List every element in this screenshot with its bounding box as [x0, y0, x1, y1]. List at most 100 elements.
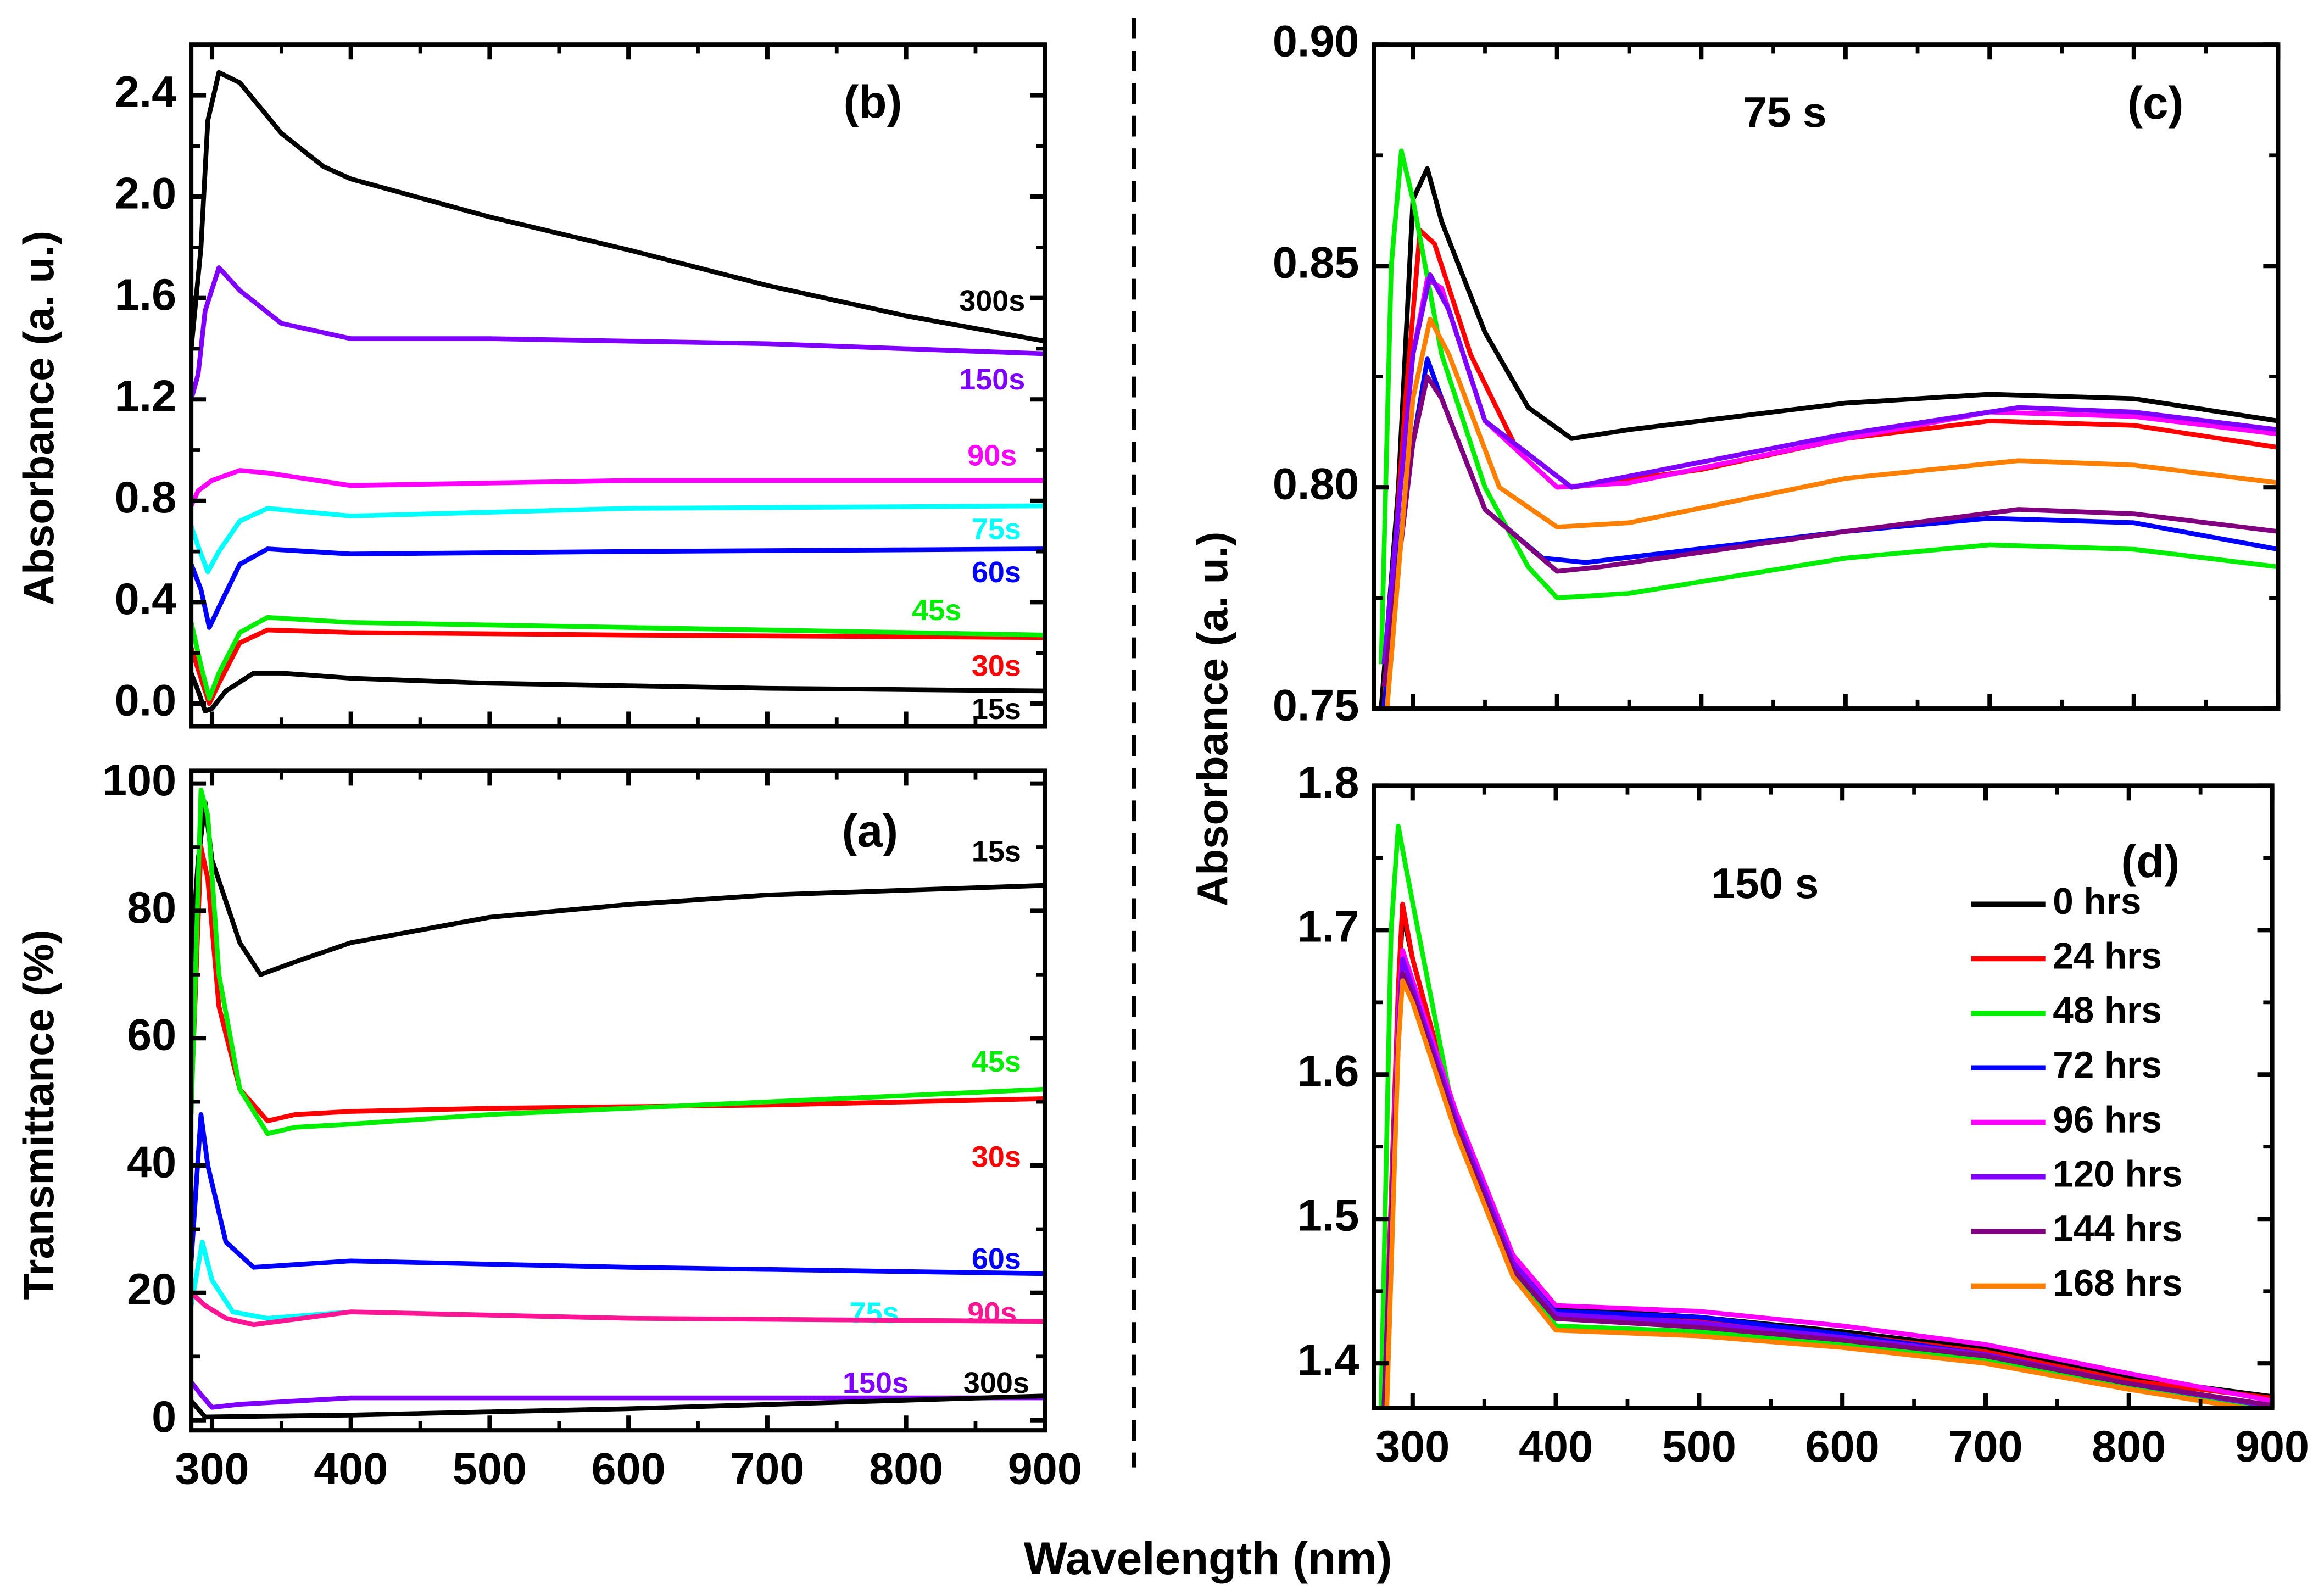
panel-label: (c): [2127, 77, 2183, 129]
legend: 0 hrs 24 hrs 48 hrs 72 hrs 96 hrs 120 hrs 144 …: [1971, 881, 2182, 1304]
legend-entry: 120 hrs: [2053, 1154, 2182, 1195]
series-line-75s: [191, 503, 1045, 575]
y-tick-label: 1.7: [1297, 902, 1359, 952]
y-axis-label-transmittance: Transmittance (%): [14, 929, 63, 1300]
series-label-30s: 30s: [972, 650, 1021, 683]
series-line-30s: [191, 845, 1045, 1124]
legend-entry: 96 hrs: [2053, 1099, 2162, 1140]
y-tick-label: 0.85: [1273, 238, 1359, 288]
series-line-90s: [191, 468, 1045, 507]
x-tick-label: 900: [1008, 1444, 1082, 1493]
x-tick-label: 700: [1948, 1422, 2022, 1471]
series-label-300s: 300s: [963, 1367, 1029, 1399]
series-line-144-hrs: [1381, 374, 2278, 687]
panel-annotation: 75 s: [1743, 88, 1826, 136]
series-line-90s: [191, 1291, 1045, 1328]
panel-annotation: 150 s: [1711, 859, 1819, 907]
y-tick-label: 0.4: [115, 575, 177, 624]
x-axis-label-wavelength: Wavelength (nm): [1024, 1532, 1392, 1584]
x-tick-label: 800: [869, 1444, 943, 1493]
y-tick-label: 80: [127, 883, 176, 933]
x-tick-label: 900: [2235, 1422, 2309, 1471]
series-label-300s: 300s: [959, 285, 1025, 317]
y-axis-label-absorbance-left: Absorbance (a. u.): [14, 231, 63, 606]
series-line-48-hrs: [1378, 823, 2272, 1408]
series-label-60s: 60s: [972, 556, 1021, 589]
y-tick-label: 2.0: [115, 169, 177, 218]
y-tick-label: 0.0: [115, 676, 177, 725]
series-label-15s: 15s: [972, 693, 1021, 726]
panel-label: (a): [842, 805, 898, 856]
panel-c: 0.75 0.80 0.85 0.90 (c) 75 s: [1273, 17, 2281, 730]
y-tick-label: 0.75: [1273, 681, 1359, 730]
series-label-15s: 15s: [972, 835, 1021, 868]
y-tick-label: 1.6: [1297, 1047, 1359, 1096]
x-tick-label: 300: [175, 1444, 249, 1493]
legend-entry: 0 hrs: [2053, 881, 2141, 922]
series-line-150s: [191, 1380, 1045, 1410]
y-tick-label: 0.80: [1273, 460, 1359, 509]
x-tick-label: 500: [1662, 1422, 1736, 1471]
series-line-150s: [191, 265, 1045, 400]
plot-frame: [1372, 783, 2275, 1410]
y-tick-label: 1.8: [1297, 758, 1359, 807]
panel-d: 300 400 500 600 700 800 900 1.4 1.5 1.6 1.7 1.8 (d) 1…: [1297, 758, 2309, 1471]
y-tick-label: 40: [127, 1137, 176, 1187]
series-line-30s: [191, 627, 1045, 706]
series-label-90s: 90s: [967, 1297, 1017, 1330]
series-line-75s: [191, 1239, 1045, 1324]
series-label-75s: 75s: [972, 512, 1021, 545]
series-line-45s: [191, 615, 1045, 701]
series-label-75s: 75s: [849, 1297, 899, 1330]
y-tick-label: 60: [127, 1011, 176, 1060]
panel-label: (b): [844, 76, 902, 127]
x-tick-label: 800: [2092, 1422, 2166, 1471]
panel-b: 15s 30s 45s 60s 75s 90s 150s 300s 0.0 0.4 0.8 1.2 1.…: [115, 42, 1047, 729]
y-tick-label: 1.2: [115, 372, 177, 421]
series-label-90s: 90s: [967, 439, 1017, 472]
plot-frame: [189, 42, 1047, 729]
y-tick-label: 1.6: [115, 270, 177, 320]
x-tick-label: 700: [730, 1444, 804, 1493]
series-line-300s: [191, 70, 1045, 349]
legend-entry: 48 hrs: [2053, 990, 2162, 1031]
x-tick-label: 400: [314, 1444, 388, 1493]
legend-entry: 72 hrs: [2053, 1045, 2162, 1086]
series-line-24-hrs: [1381, 228, 2278, 709]
series-line-60s: [191, 1112, 1045, 1276]
series-line-300s: [191, 1393, 1045, 1420]
y-tick-label: 0.8: [115, 473, 177, 522]
panel-label: (d): [2121, 835, 2180, 887]
series-line-168-hrs: [1384, 978, 2261, 1408]
series-label-45s: 45s: [912, 594, 961, 627]
series-label-30s: 30s: [972, 1141, 1021, 1174]
legend-entry: 168 hrs: [2053, 1263, 2182, 1304]
y-tick-label: 2.4: [115, 68, 177, 117]
series-label-150s: 150s: [959, 363, 1025, 396]
series-line-96-hrs: [1381, 277, 2278, 665]
series-label-60s: 60s: [972, 1242, 1021, 1275]
series-line-45s: [191, 787, 1045, 1136]
series-line-120-hrs: [1381, 272, 2278, 665]
series-label-150s: 150s: [843, 1367, 909, 1399]
series-line-15s: [191, 800, 1045, 977]
y-tick-label: 100: [102, 756, 176, 805]
y-tick-label: 1.4: [1297, 1336, 1359, 1385]
y-tick-label: 0: [152, 1392, 176, 1442]
y-tick-label: 1.5: [1297, 1191, 1359, 1241]
legend-entry: 24 hrs: [2053, 935, 2162, 977]
y-axis-label-absorbance-right: Absorbance (a. u.): [1188, 532, 1236, 907]
y-tick-label: 0.90: [1273, 17, 1359, 66]
x-tick-label: 600: [592, 1444, 666, 1493]
y-tick-label: 20: [127, 1265, 176, 1314]
series-line-48-hrs: [1379, 148, 2278, 665]
legend-entry: 144 hrs: [2053, 1208, 2182, 1250]
x-tick-label: 300: [1375, 1422, 1450, 1471]
x-tick-label: 400: [1519, 1422, 1593, 1471]
x-tick-label: 600: [1805, 1422, 1880, 1471]
series-line-15s: [191, 671, 1045, 714]
series-label-45s: 45s: [972, 1045, 1021, 1078]
series-line-168-hrs: [1384, 316, 2278, 709]
